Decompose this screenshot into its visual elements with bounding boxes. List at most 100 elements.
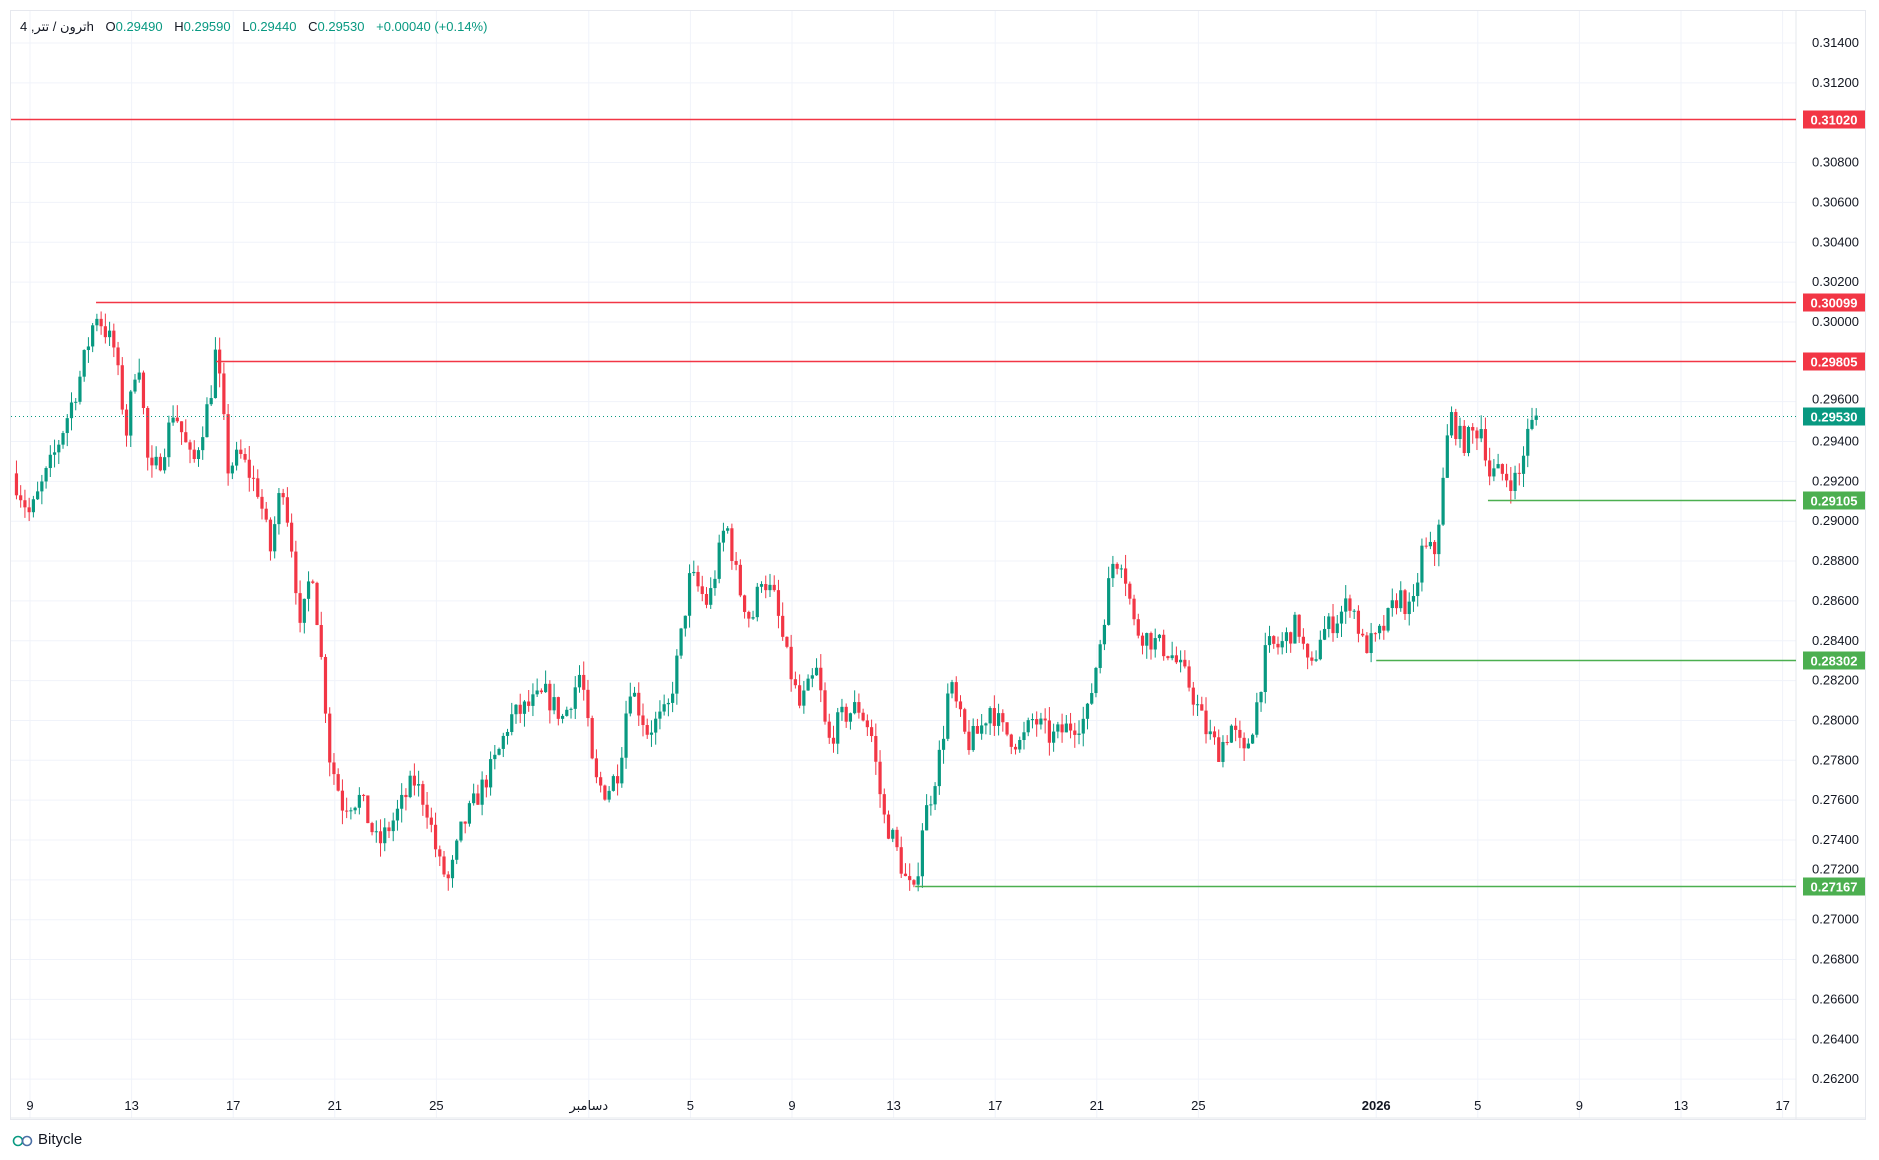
bitycle-logo-icon <box>12 1135 33 1146</box>
candle-up <box>836 712 840 744</box>
candle-up <box>154 456 158 466</box>
candle-up <box>31 499 35 513</box>
price-tick-label: 0.27800 <box>1812 752 1859 767</box>
candle-up <box>493 754 497 760</box>
candle-up <box>501 735 505 749</box>
candle-down <box>730 528 734 562</box>
candle-down <box>793 679 797 686</box>
candle-up <box>628 696 632 714</box>
candle-up <box>755 586 759 618</box>
low-label: L <box>242 19 250 34</box>
candle-up <box>277 493 281 525</box>
candle-up <box>1399 590 1403 609</box>
price-tick-label: 0.30400 <box>1812 234 1859 249</box>
candle-up <box>450 859 455 879</box>
candle-up <box>349 810 353 812</box>
candle-down <box>1306 643 1310 658</box>
candle-up <box>624 713 628 758</box>
candle-up <box>209 398 213 405</box>
candle-down <box>1504 473 1509 481</box>
candle-up <box>74 401 78 403</box>
candle-up <box>1416 582 1420 597</box>
candle-down <box>1471 426 1475 431</box>
candle-down <box>912 880 916 885</box>
candle-up <box>1386 608 1390 631</box>
candle-down <box>556 697 560 719</box>
candle-down <box>963 709 967 732</box>
change-value: +0.00040 (+0.14%) <box>376 19 488 34</box>
candle-down <box>1128 583 1132 599</box>
candle-down <box>1272 636 1276 644</box>
candle-down <box>268 519 273 552</box>
candle-up <box>1441 477 1445 525</box>
candle-up <box>1314 659 1318 661</box>
candle-down <box>1166 656 1170 659</box>
close-value: 0.29530 <box>317 19 365 34</box>
candle-up <box>1479 429 1483 439</box>
candle-down <box>1217 737 1221 762</box>
candle-down <box>1301 636 1305 644</box>
candle-down <box>908 876 912 881</box>
candle-up <box>1280 641 1284 648</box>
candle-down <box>27 507 31 513</box>
brand-footer: Bitycle <box>12 1131 82 1148</box>
candle-up <box>61 433 65 445</box>
candle-down <box>861 712 865 721</box>
time-tick-label: 9 <box>26 1098 33 1113</box>
candle-down <box>1454 412 1458 440</box>
candle-down <box>548 683 552 711</box>
candle-up <box>1030 719 1035 721</box>
time-tick-label: 17 <box>988 1098 1002 1113</box>
candle-down <box>370 823 374 833</box>
chart-legend: ترون / تتر, 4h O0.29490 H0.29590 L0.2944… <box>20 19 487 35</box>
candle-up <box>713 578 717 589</box>
candle-up <box>1445 435 1449 478</box>
price-tick-label: 0.28800 <box>1812 553 1859 568</box>
candle-up <box>1267 636 1272 646</box>
support-level-label: 0.29105 <box>1811 494 1858 509</box>
symbol-interval[interactable]: ترون / تتر, 4h <box>20 19 94 34</box>
time-tick-label: 9 <box>788 1098 795 1113</box>
candle-down <box>1289 632 1293 644</box>
candle-down <box>23 500 27 508</box>
candle-up <box>201 437 205 451</box>
candle-down <box>899 847 903 874</box>
candle-up <box>1411 596 1416 602</box>
candle-up <box>400 794 404 809</box>
candle-up <box>133 379 137 392</box>
support-level-badge <box>1803 491 1865 510</box>
candle-down <box>1517 472 1521 474</box>
candle-down <box>1200 704 1204 711</box>
candle-up <box>717 542 721 579</box>
candle-down <box>975 725 980 734</box>
candle-up <box>1052 731 1056 743</box>
candle-down <box>1191 687 1195 705</box>
candle-down <box>361 794 366 796</box>
candle-down <box>328 713 332 763</box>
candle-up <box>1098 644 1102 668</box>
candle-down <box>1488 460 1492 477</box>
time-tick-label: 25 <box>429 1098 443 1113</box>
candle-up <box>1318 639 1322 660</box>
candle-down <box>586 689 590 719</box>
candle-down <box>1149 633 1153 650</box>
candle-down <box>433 824 438 850</box>
candle-up <box>1102 624 1107 645</box>
candle-down <box>315 582 319 626</box>
candle-down <box>184 432 188 443</box>
price-tick-label: 0.30800 <box>1812 155 1859 170</box>
candle-down <box>1123 568 1128 584</box>
candle-up <box>1513 472 1517 491</box>
candle-up <box>459 821 463 841</box>
candle-up <box>1259 692 1263 703</box>
resistance-level-badge <box>1803 352 1865 371</box>
support-level-badge <box>1803 651 1865 670</box>
candle-down <box>734 561 738 565</box>
candle-down <box>290 522 294 552</box>
last-level-label: 0.29530 <box>1811 410 1858 425</box>
candle-up <box>544 683 548 693</box>
candle-down <box>366 795 370 824</box>
candle-up <box>357 794 361 808</box>
price-tick-label: 0.27600 <box>1812 792 1859 807</box>
